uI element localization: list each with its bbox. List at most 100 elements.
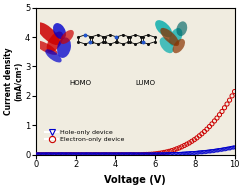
Point [79,153,83,156]
Point [49,153,52,156]
Point [102,153,106,156]
Point [179,152,183,155]
Point [119,153,123,156]
Point [175,153,179,156]
Point [159,153,163,156]
Point [112,153,116,156]
Point [41,153,44,156]
Point [137,153,141,156]
Point [145,153,149,156]
Point [81,153,84,156]
Point [74,153,78,156]
Point [49,153,53,156]
Point [165,150,169,153]
Point [218,113,222,116]
Point [147,153,151,156]
Point [109,153,113,156]
Point [143,153,147,156]
Point [162,151,166,154]
Point [182,144,186,147]
Point [105,153,109,156]
Point [207,125,211,128]
Point [187,152,191,155]
Point [150,153,154,156]
Point [63,153,67,156]
Point [160,151,163,154]
Point [213,119,216,122]
Point [189,152,193,155]
Point [46,153,50,156]
Point [185,152,189,155]
Point [173,153,176,156]
Point [42,153,46,156]
Point [118,153,122,156]
Point [43,153,47,156]
Point [170,153,174,156]
Point [201,151,204,154]
Point [205,128,209,131]
Point [122,153,126,156]
Point [213,149,216,153]
Point [202,151,206,154]
Point [74,153,78,156]
Point [194,152,198,155]
Point [67,153,71,156]
Point [195,151,199,154]
Point [92,153,96,156]
Point [133,153,137,156]
Point [114,153,118,156]
Point [64,153,68,156]
Point [138,153,142,156]
Point [71,153,75,156]
Point [214,149,218,152]
Point [120,153,123,156]
Point [211,150,215,153]
Point [134,153,138,156]
Point [83,153,87,156]
Point [98,153,102,156]
Point [85,153,89,156]
Point [171,153,175,156]
Point [221,148,224,151]
Point [113,153,117,156]
Point [84,153,88,156]
Point [225,148,229,151]
Point [90,153,94,156]
Point [163,153,167,156]
Point [142,153,146,156]
Point [135,153,139,156]
Point [165,153,169,156]
Point [175,147,179,150]
Point [51,153,55,156]
Point [186,152,190,155]
Point [169,153,173,156]
Point [167,153,171,156]
Point [167,150,171,153]
Point [190,152,194,155]
Point [219,149,223,152]
Point [127,153,131,156]
Point [217,149,221,152]
Point [57,153,61,156]
Point [161,153,164,156]
Point [230,146,234,149]
Point [77,153,81,156]
Point [140,153,143,156]
Point [170,149,174,152]
Point [41,153,45,156]
Point [177,153,181,156]
Point [99,153,103,156]
Point [220,110,224,113]
Point [197,151,201,154]
Point [82,153,86,156]
Point [137,153,141,156]
Point [182,152,186,155]
Point [198,151,202,154]
Point [82,153,86,156]
Point [86,153,90,156]
Point [157,152,161,155]
Point [35,153,39,156]
Point [146,153,150,156]
Point [61,153,64,156]
Point [127,153,131,156]
